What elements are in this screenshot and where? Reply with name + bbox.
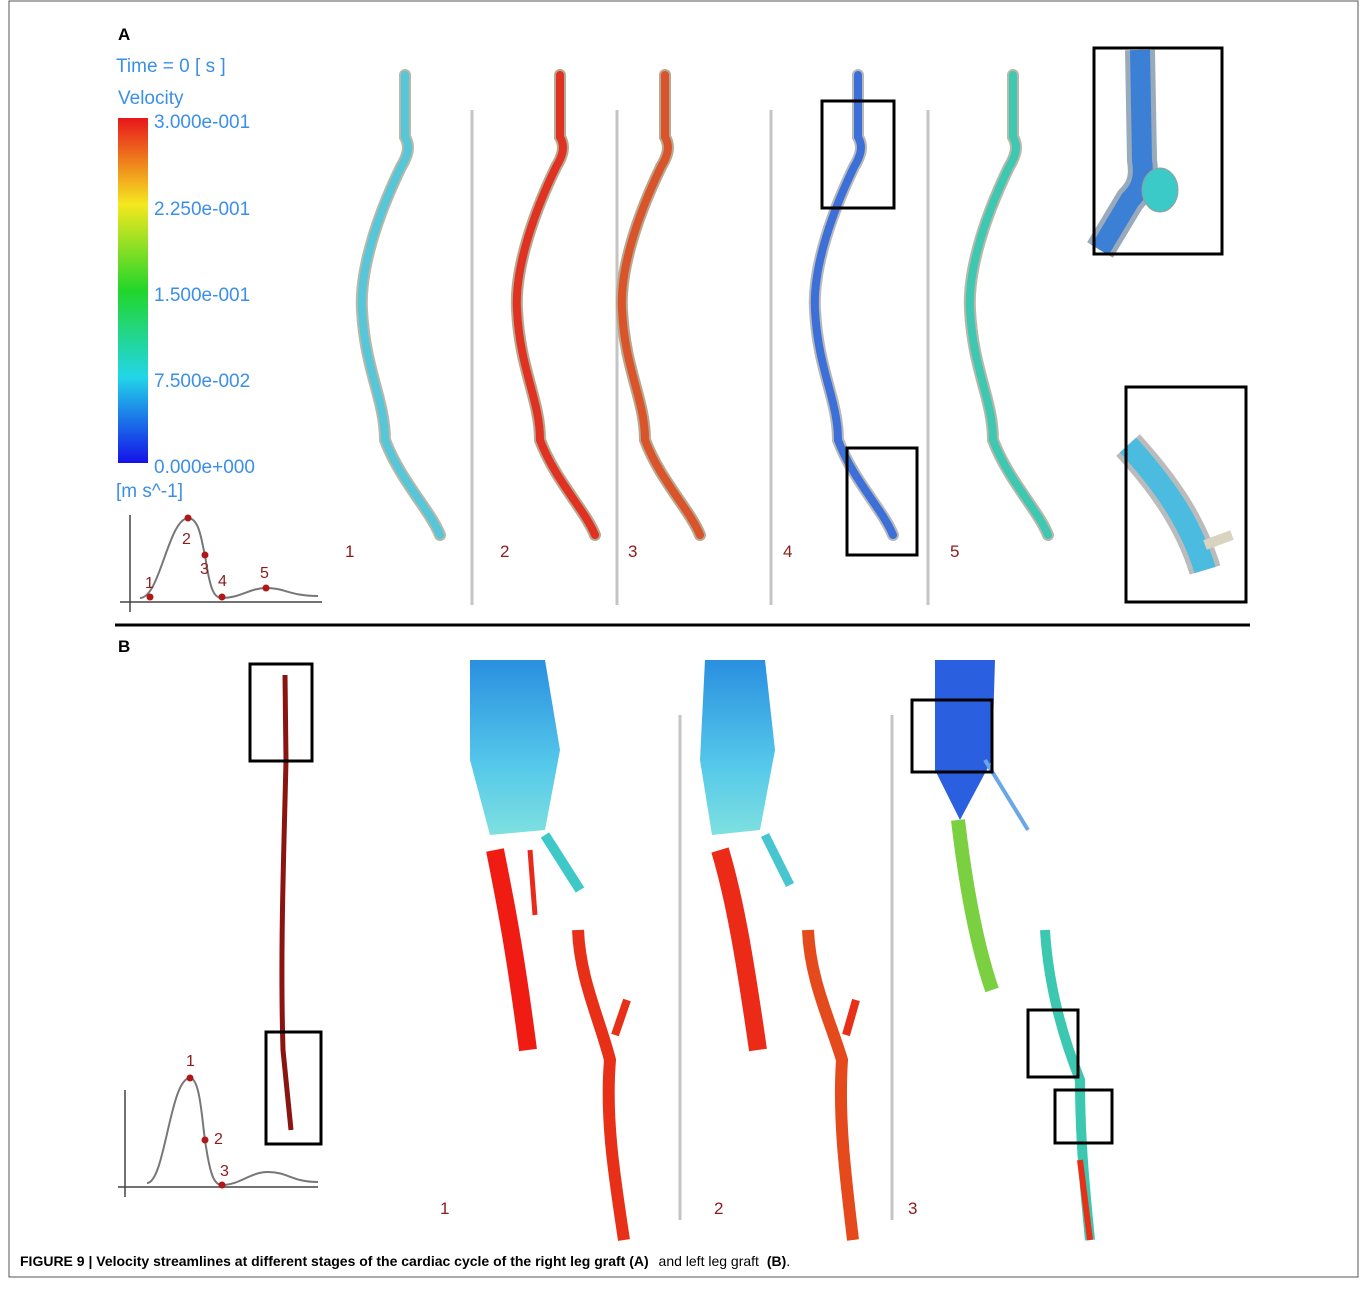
vessel [517,75,595,535]
colorbar-tick: 7.500e-002 [154,371,250,392]
frame-label: 3 [628,542,637,561]
page-body: {"panel_a": {"label": "A", "time": "Time… [0,0,1360,1304]
waveform [147,1078,318,1185]
point [219,594,226,601]
frame-label: 4 [783,542,792,561]
colorbar-tick: 1.500e-001 [154,285,250,306]
vessels-a [362,75,1048,535]
point-label: 2 [214,1131,223,1148]
point-label: 4 [218,573,227,590]
streamlines [935,660,995,820]
colorbar-tick: 3.000e-001 [154,112,250,133]
point-label: 1 [186,1053,195,1070]
point [187,1075,194,1082]
frame-label: 2 [500,542,509,561]
colorbar-title: Velocity [118,88,184,109]
page: Figure 9 html, body { margin: 0; padding… [0,0,1360,1304]
streamlines [808,930,853,1240]
panel-label: A [118,25,130,44]
streamlines [700,660,775,835]
point-label: 3 [220,1163,229,1180]
point-label: 3 [200,561,209,578]
frame-label: 2 [714,1199,723,1218]
frame-label: 5 [950,542,959,561]
inset-bulge [1142,168,1178,212]
inset-top [1094,48,1222,254]
frame-label: 3 [908,1199,917,1218]
streamlines [530,850,535,915]
colorbar-unit: [m s^-1] [116,481,183,502]
streamlines [765,835,790,885]
colorbar-tick: 0.000e+000 [154,457,255,478]
inset-bottom [1126,387,1246,602]
colorbar [118,118,148,463]
point-label: 1 [145,575,154,592]
figure: A Time = 0 [ s ] Velocity 3.000e-001 2.2… [0,0,1360,1304]
zoom-box [847,448,917,555]
vessel [282,675,291,1130]
streamlines [545,835,580,890]
panel-label: B [118,637,130,656]
streamlines [615,1000,627,1035]
waveform [140,518,318,598]
vessel [622,75,700,535]
vessel [362,75,440,535]
caption-text: and left leg graft [659,1253,760,1269]
streamlines [846,1000,856,1035]
inset-vessel [1100,50,1143,250]
point-label: 5 [260,565,269,582]
streamlines [578,930,624,1240]
vessel [815,75,893,535]
vessel [970,75,1048,535]
point [202,1137,209,1144]
point [202,552,209,559]
waveform-a: 1 2 3 4 5 [120,515,322,613]
point [185,515,192,522]
frame-label: 1 [345,542,354,561]
zoom-box [266,1032,321,1144]
caption-bold: (B) [767,1253,786,1269]
colorbar-tick: 2.250e-001 [154,199,250,220]
caption-bold: FIGURE 9 | Velocity streamlines at diffe… [20,1253,649,1269]
streamlines [958,820,992,990]
time-label: Time = 0 [ s ] [116,56,226,77]
point [147,594,154,601]
point [219,1182,226,1189]
frame-label: 1 [440,1199,449,1218]
streamlines [470,660,560,835]
zoom-box [250,664,312,761]
streamlines [495,850,528,1050]
streamlines [720,850,758,1050]
caption: FIGURE 9 | Velocity streamlines at diffe… [20,1253,790,1269]
caption-end: . [786,1253,790,1269]
point-label: 2 [182,531,191,548]
point [263,585,270,592]
zoom-frames-b [470,660,1090,1240]
